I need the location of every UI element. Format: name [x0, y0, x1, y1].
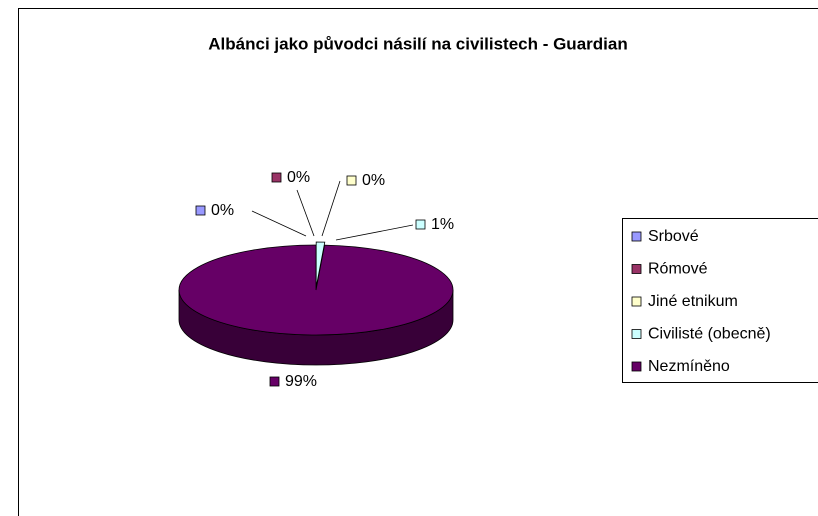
data-label: 0% [287, 169, 310, 186]
label-key [269, 376, 280, 387]
legend-swatch [631, 361, 642, 372]
legend-label: Civilisté (obecně) [648, 326, 771, 343]
legend-swatch [631, 231, 642, 242]
legend-swatch [631, 264, 642, 274]
leader-line [296, 189, 315, 237]
label-key [271, 172, 282, 183]
data-label: 0% [362, 172, 385, 189]
legend-label: Rómové [648, 261, 708, 278]
legend-label: Jiné etnikum [648, 293, 738, 310]
data-label: 1% [431, 216, 454, 233]
legend-swatch [631, 296, 642, 307]
data-label: 99% [285, 373, 317, 390]
pie-slice [178, 244, 454, 336]
chart-title: Albánci jako původci násilí na civiliste… [208, 34, 627, 53]
legend-swatch [631, 329, 642, 339]
legend-label: Nezmíněno [648, 358, 730, 375]
leader-line [335, 224, 414, 241]
label-key [195, 205, 206, 216]
leader-line [321, 180, 341, 237]
legend-box [622, 218, 818, 383]
label-key [346, 175, 357, 186]
legend-label: Srbové [648, 228, 699, 245]
data-label: 0% [211, 202, 234, 219]
leader-line [251, 210, 307, 237]
label-key [415, 219, 426, 230]
